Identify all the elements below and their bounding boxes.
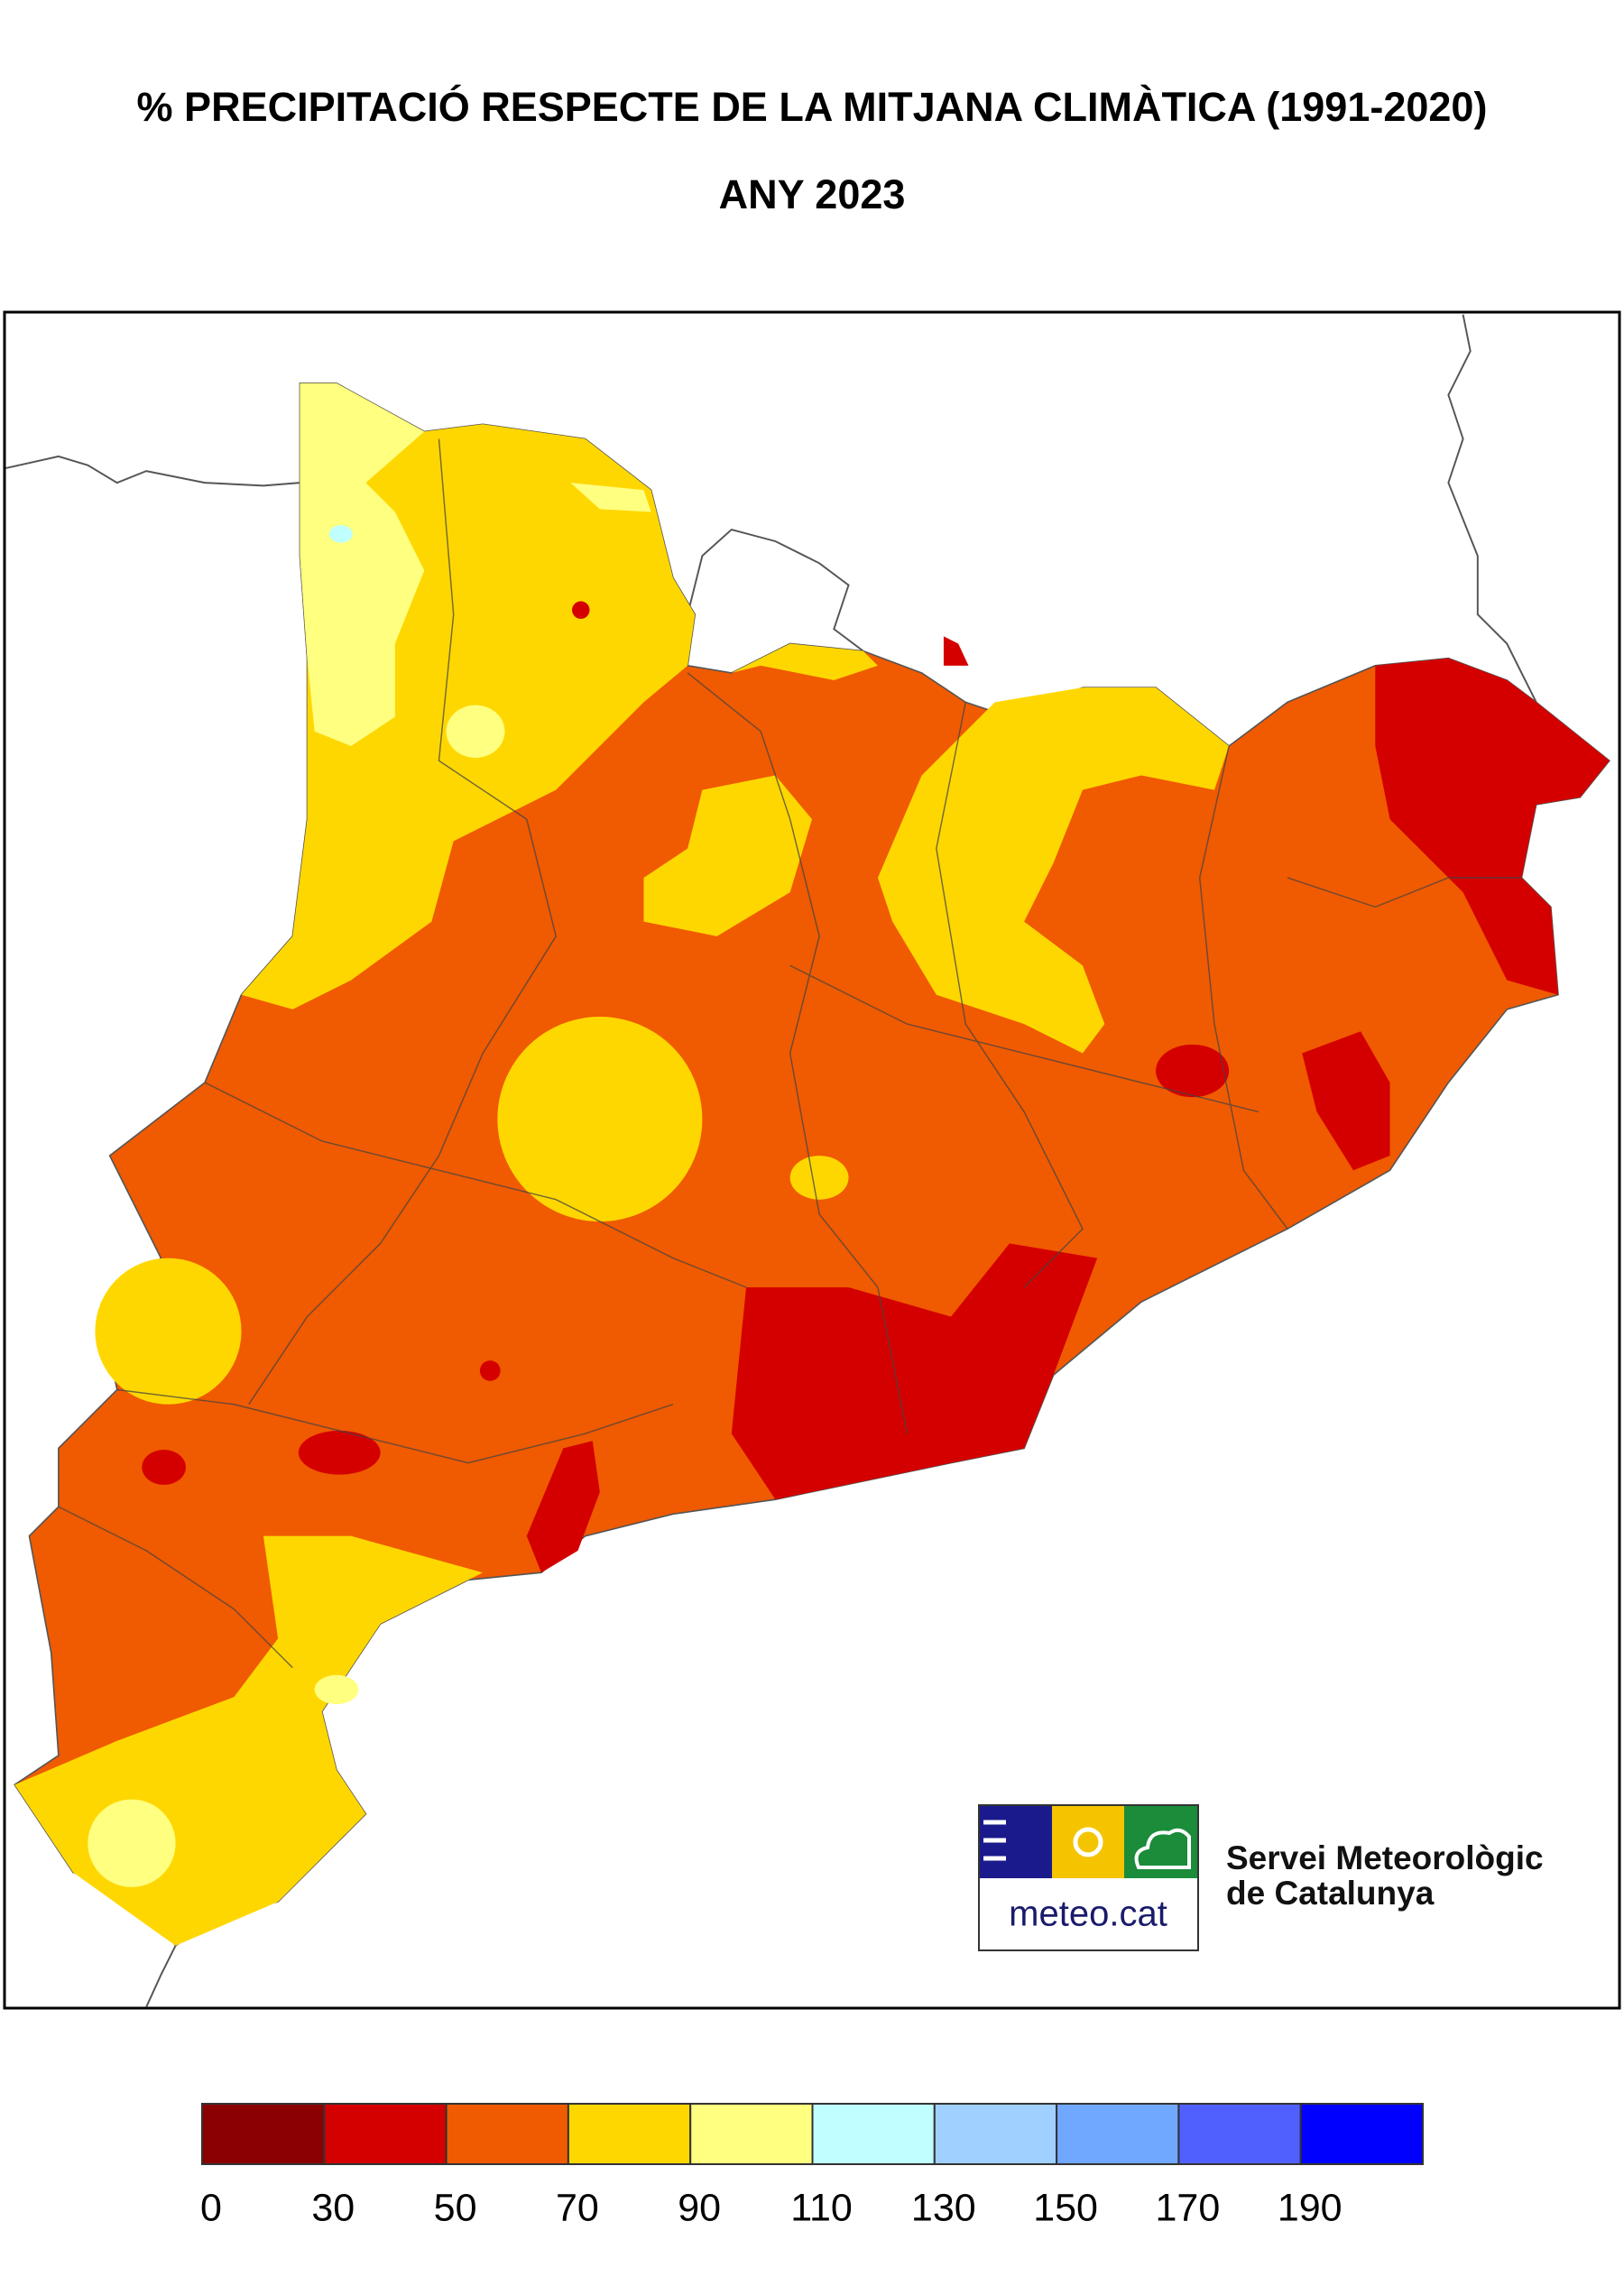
border-andorra — [687, 528, 864, 652]
border-south — [145, 1945, 177, 2008]
map-subtitle: ANY 2023 — [719, 171, 906, 217]
regions-30-50 — [142, 601, 1610, 1573]
legend-tick-label: 30 — [311, 2186, 355, 2229]
regions-90-110 — [88, 382, 651, 1887]
legend-swatch — [445, 2103, 569, 2165]
legend-tick-label: 70 — [556, 2186, 599, 2229]
legend-tick-label: 150 — [1033, 2186, 1098, 2229]
border-france — [5, 455, 300, 487]
logo-yellow — [1052, 1806, 1124, 1878]
map — [5, 314, 1610, 2008]
org-name-2: de Catalunya — [1226, 1875, 1435, 1912]
region-110-130 — [328, 525, 353, 543]
logo-lines — [983, 1820, 1006, 1861]
legend-tick-label: 190 — [1278, 2186, 1343, 2229]
legend-tick-label: 90 — [678, 2186, 721, 2229]
legend-swatch — [1177, 2103, 1302, 2165]
legend-swatch — [689, 2103, 814, 2165]
legend-swatch — [567, 2103, 692, 2165]
logo: meteo.cat — [978, 1804, 1199, 1951]
legend-tick-label: 170 — [1156, 2186, 1221, 2229]
legend-tick-label: 130 — [911, 2186, 976, 2229]
logo-cloud — [1134, 1828, 1191, 1869]
county-borders — [58, 438, 1522, 1669]
legend-tick-label: 110 — [790, 2186, 853, 2229]
legend: 0 30 50 70 90 110 130 150 170 190 — [200, 2103, 1424, 2229]
map-title: % PRECIPITACIÓ RESPECTE DE LA MITJANA CL… — [137, 84, 1488, 130]
logo-text: meteo.cat — [1009, 1894, 1167, 1934]
legend-swatch — [201, 2103, 326, 2165]
border-east — [1447, 314, 1537, 703]
logo-sun — [1073, 1827, 1103, 1857]
legend-swatch — [1056, 2103, 1180, 2165]
org-name-1: Servei Meteorològic — [1226, 1839, 1544, 1876]
legend-swatch — [933, 2103, 1058, 2165]
legend-tick-label: 0 — [200, 2186, 222, 2229]
legend-swatch — [1299, 2103, 1424, 2165]
legend-swatch — [811, 2103, 936, 2165]
legend-swatch — [323, 2103, 448, 2165]
legend-tick-label: 50 — [434, 2186, 477, 2229]
